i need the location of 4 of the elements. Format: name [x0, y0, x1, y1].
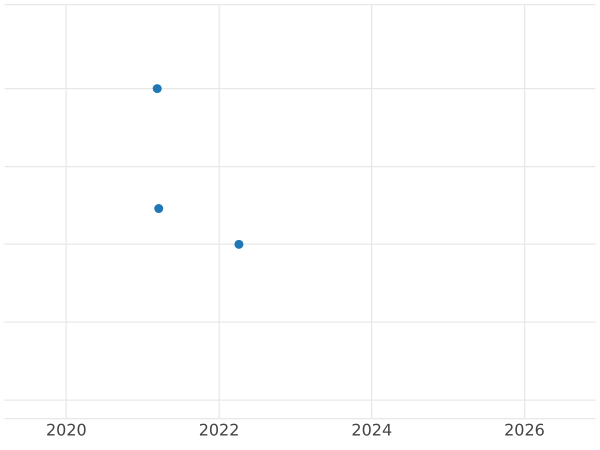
x-tick-label: 2026 [504, 420, 545, 440]
x-tick-label: 2022 [198, 420, 240, 440]
x-tick-label: 2020 [46, 420, 87, 440]
x-tick-label: 2024 [351, 420, 392, 440]
